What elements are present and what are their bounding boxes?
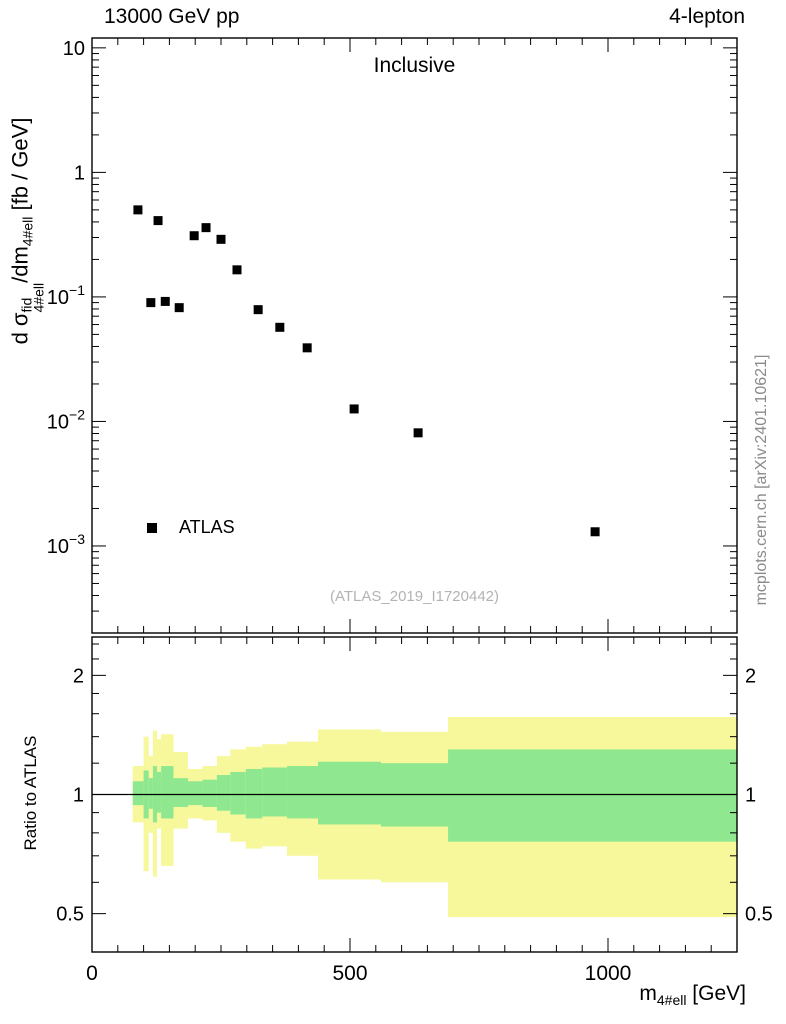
xlabel-units: [GeV] bbox=[686, 982, 746, 1005]
header-beam-energy: 13000 GeV pp bbox=[104, 5, 240, 28]
xlabel-base: m bbox=[639, 982, 657, 1005]
main-frame bbox=[91, 37, 738, 634]
watermark: (ATLAS_2019_I1720442) bbox=[329, 588, 499, 605]
ratio-y-tick-label: 2 bbox=[73, 665, 84, 687]
main-y-tick-label: 10−2 bbox=[47, 406, 85, 433]
ratio-y-tick-label: 1 bbox=[73, 785, 84, 807]
legend-marker-square bbox=[147, 522, 157, 533]
main-y-tick-label: 10 bbox=[63, 38, 85, 60]
ratio-band-inner bbox=[132, 781, 144, 806]
ratio-y-axis-title: Ratio to ATLAS bbox=[21, 735, 40, 851]
data-point bbox=[174, 303, 184, 313]
main-y-tick-label: 10−1 bbox=[47, 282, 85, 309]
data-point bbox=[133, 205, 143, 215]
x-axis-title: m4#ell [GeV] bbox=[639, 982, 746, 1008]
data-point bbox=[146, 298, 156, 308]
ratio-band-inner bbox=[262, 767, 288, 817]
header-process: 4-lepton bbox=[669, 5, 745, 28]
main-y-axis-title: d σ fid 4#ell/dm4#ell [fb / GeV] bbox=[7, 117, 47, 345]
ratio-y-tick-label-right: 1 bbox=[745, 785, 756, 807]
data-point bbox=[302, 343, 312, 353]
ratio-band-inner bbox=[318, 761, 381, 825]
legend: ATLAS bbox=[147, 517, 235, 538]
legend-label: ATLAS bbox=[179, 517, 235, 537]
ratio-band-inner bbox=[216, 775, 231, 811]
ratio-band-inner bbox=[202, 779, 217, 807]
data-point bbox=[201, 223, 211, 233]
ratio-band-inner bbox=[448, 749, 737, 842]
data-point bbox=[349, 404, 359, 414]
data-point bbox=[590, 527, 600, 537]
data-point bbox=[189, 231, 199, 241]
data-point bbox=[160, 296, 170, 306]
x-tick-label: 500 bbox=[332, 962, 367, 985]
ylabel-supsub: fid 4#ell bbox=[19, 282, 47, 313]
data-point bbox=[275, 322, 285, 332]
data-point bbox=[232, 265, 242, 275]
data-point bbox=[216, 234, 226, 244]
ylabel-pre: d bbox=[7, 326, 33, 345]
ratio-y-tick-label: 0.5 bbox=[56, 904, 84, 926]
ratio-band-inner bbox=[230, 771, 246, 815]
main-y-tick-label: 10−3 bbox=[47, 531, 85, 558]
ylabel-mid: /dm bbox=[7, 246, 33, 283]
ratio-band-inner bbox=[287, 766, 319, 819]
ylabel-units: [fb / GeV] bbox=[7, 117, 33, 217]
main-y-tick-label: 1 bbox=[74, 162, 85, 184]
x-tick-label: 1000 bbox=[585, 962, 632, 985]
ylabel-sub: 4#ell bbox=[30, 282, 47, 313]
ratio-band-inner bbox=[173, 778, 188, 807]
xlabel-sub: 4#ell bbox=[656, 992, 687, 1008]
data-point bbox=[253, 305, 263, 315]
data-point bbox=[153, 216, 163, 226]
ratio-band-inner bbox=[245, 768, 263, 819]
data-point bbox=[413, 428, 423, 438]
ratio-band-inner bbox=[161, 766, 174, 819]
side-caption: mcplots.cern.ch [arXiv:2401.10621] bbox=[753, 354, 770, 606]
ratio-band-inner bbox=[187, 781, 203, 806]
plot-title: Inclusive bbox=[373, 54, 456, 77]
x-tick-label: 0 bbox=[86, 962, 98, 985]
ratio-y-tick-label-right: 2 bbox=[745, 665, 756, 687]
ratio-band-inner bbox=[148, 778, 153, 809]
ratio-y-tick-label-right: 0.5 bbox=[745, 904, 773, 926]
ylabel-sigma: σ bbox=[7, 312, 33, 327]
ylabel-sub2: 4#ell bbox=[19, 216, 36, 247]
ratio-band-inner bbox=[157, 771, 162, 813]
